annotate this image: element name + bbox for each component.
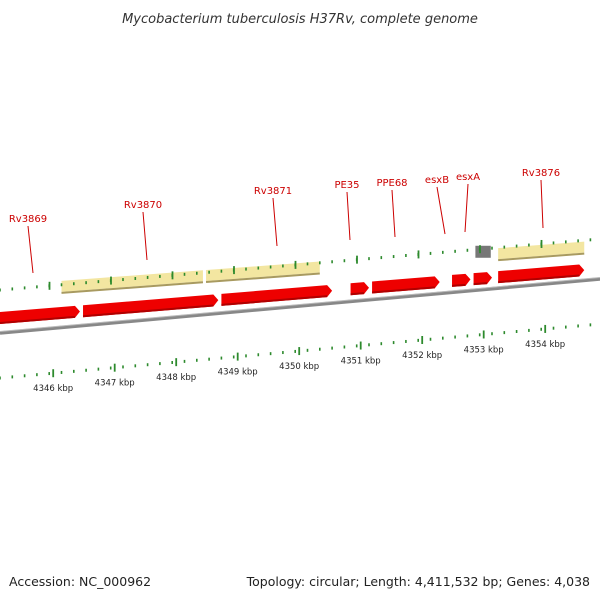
gene-leader-line <box>540 179 544 229</box>
gene-arrow <box>221 285 333 306</box>
gene-leader-line <box>436 186 446 235</box>
gene-label: PE35 <box>334 180 359 191</box>
gene-leader-line <box>391 189 396 238</box>
gene-track <box>0 264 585 324</box>
gene-arrow <box>0 305 80 324</box>
ruler-label: 4353 kbp <box>464 345 504 355</box>
grey-gene-block <box>475 245 491 258</box>
gene-label: Rv3871 <box>254 186 292 197</box>
gene-leader-line <box>142 211 148 261</box>
gene-label-layer: Rv3869 Rv3870 Rv3871 PE35 PPE68 esxB esxA Rv387… <box>9 168 560 274</box>
feature-track <box>61 241 585 294</box>
gene-shadow <box>451 283 466 287</box>
feature-segment <box>61 270 203 292</box>
genome-summary-text: Topology: circular; Length: 4,411,532 bp… <box>246 574 590 589</box>
backbone-highlight <box>0 277 600 332</box>
gene-arrow <box>83 294 219 318</box>
gene-shadow <box>498 274 580 284</box>
ruler-track: 4346 kbp 4347 kbp 4348 kbp 4349 kbp 4350 kbp… <box>0 323 592 394</box>
genome-backbone <box>0 277 600 335</box>
feature-shadow <box>205 272 320 284</box>
gene-shadow <box>82 304 214 318</box>
feature-segment <box>498 241 585 260</box>
gene-arrow <box>473 272 492 286</box>
gene-arrow <box>498 264 585 284</box>
gene-label: Rv3876 <box>522 168 560 179</box>
feature-shadow <box>61 281 204 294</box>
ruler-label: 4351 kbp <box>341 357 381 367</box>
gene-leader-line <box>464 183 469 233</box>
gene-label: esxB <box>425 175 449 186</box>
gene-label: PPE68 <box>376 178 407 189</box>
ruler-label: 4346 kbp <box>33 384 73 394</box>
gene-shadow <box>350 292 365 296</box>
ruler-label: 4350 kbp <box>279 362 319 372</box>
gene-label: esxA <box>456 172 480 183</box>
feature-segment <box>206 261 320 282</box>
accession-text: Accession: NC_000962 <box>9 574 151 589</box>
gene-label: Rv3869 <box>9 214 47 225</box>
gene-shadow <box>371 286 435 294</box>
gene-arrow <box>452 273 471 287</box>
feature-shadow <box>498 252 585 262</box>
gene-leader-line <box>272 197 278 247</box>
ruler-label: 4347 kbp <box>95 379 135 389</box>
gene-shadow <box>0 315 76 324</box>
gene-shadow <box>473 282 488 286</box>
gene-leader-line <box>346 191 351 241</box>
ruler-label: 4354 kbp <box>525 340 565 350</box>
ruler-label: 4348 kbp <box>156 373 196 383</box>
genome-title: Mycobacterium tuberculosis H37Rv, comple… <box>122 12 478 27</box>
outer-tick-track <box>0 238 592 292</box>
backbone-line <box>0 277 600 335</box>
ruler-label: 4349 kbp <box>218 368 258 378</box>
gene-label: Rv3870 <box>124 200 162 211</box>
gene-arrow <box>350 282 369 296</box>
gene-shadow <box>221 295 328 306</box>
ruler-label: 4352 kbp <box>402 351 442 361</box>
gene-leader-line <box>27 225 34 274</box>
